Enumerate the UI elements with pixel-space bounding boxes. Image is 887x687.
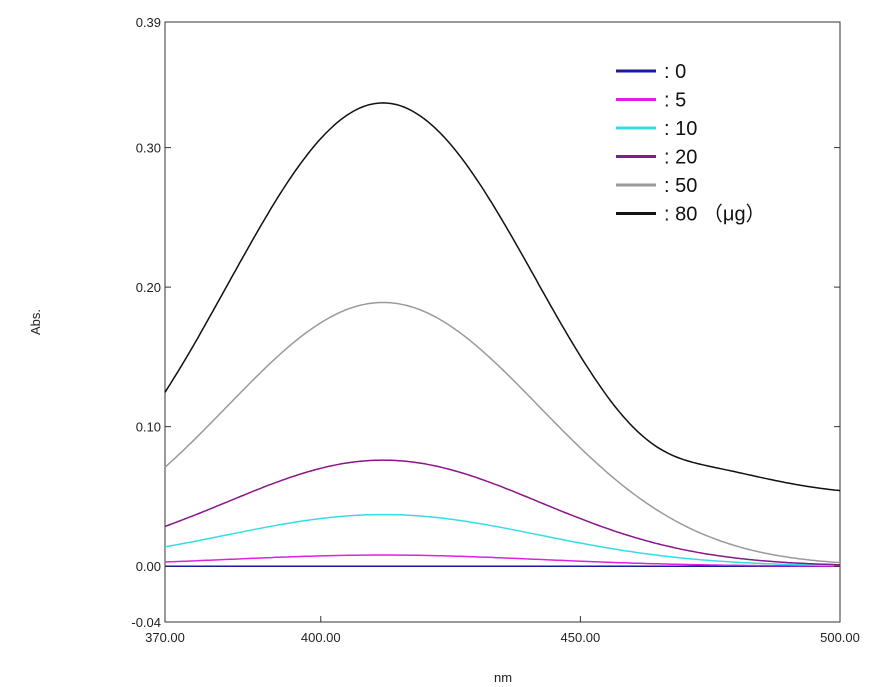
series-line-1 (164, 554, 840, 567)
y-tick-label: 0.20 (136, 280, 161, 295)
legend-label: : 10 (664, 118, 697, 140)
x-axis-label: nm (494, 670, 512, 685)
legend-label: : 50 (664, 175, 697, 197)
series-layer (164, 102, 841, 567)
legend-label: : 5 (664, 90, 686, 112)
x-tick-label: 370.00 (145, 630, 185, 645)
x-tick-label: 450.00 (561, 630, 601, 645)
legend-label: : 0 (664, 61, 686, 83)
y-tick-label: 0.39 (136, 15, 161, 30)
y-tick-label: 0.10 (136, 420, 161, 435)
y-axis: 0.39 0.30 0.20 0.10 0.00 -0.04 (131, 15, 840, 630)
legend-label: : 20 (664, 147, 697, 169)
series-line-5 (164, 102, 841, 492)
y-tick-label: -0.04 (131, 615, 161, 630)
x-tick-label: 500.00 (820, 630, 860, 645)
series-line-3 (164, 459, 841, 566)
legend-label: : 80 （μg） (664, 203, 766, 226)
y-tick-label: 0.30 (136, 141, 161, 156)
series-line-2 (164, 513, 840, 567)
plot-frame (164, 21, 841, 623)
x-axis: 370.00 400.00 450.00 500.00 (145, 616, 860, 645)
x-tick-label: 400.00 (301, 630, 341, 645)
series-line-4 (164, 301, 841, 564)
y-tick-label: 0.00 (136, 559, 161, 574)
y-axis-label: Abs. (28, 309, 43, 335)
legend: : 0 : 5 : 10 : 20 : 50 : 80 （μg） (616, 61, 766, 226)
